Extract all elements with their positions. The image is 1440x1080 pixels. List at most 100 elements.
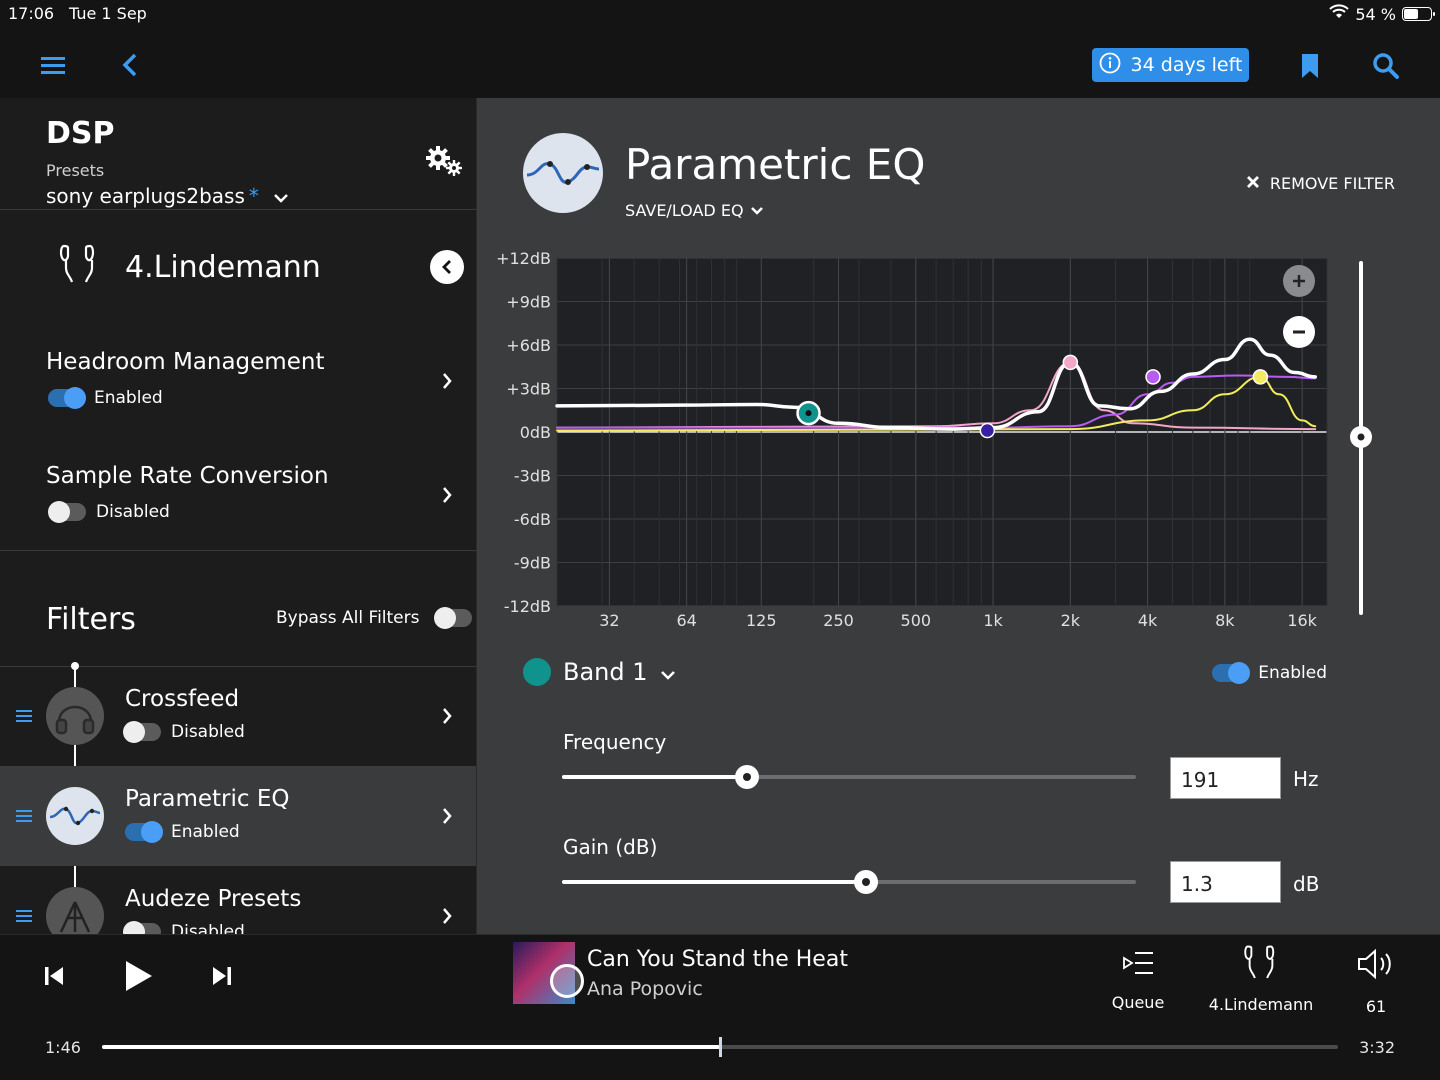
dsp-sidebar: DSP Presets sony earplugs2bass * 4.Lindem… xyxy=(0,98,477,934)
filter-state: Disabled xyxy=(171,722,245,742)
band-selector[interactable]: Band 1 xyxy=(523,658,676,686)
status-date: Tue 1 Sep xyxy=(69,4,147,23)
band-handle[interactable] xyxy=(1062,354,1079,371)
eq-curve xyxy=(556,375,1317,432)
gain-input[interactable]: 1.3 xyxy=(1170,861,1281,903)
elapsed-time: 1:46 xyxy=(45,1038,81,1057)
drag-handle-icon[interactable] xyxy=(16,908,32,927)
speaker-icon xyxy=(1356,947,1396,985)
artist-name[interactable]: Ana Popovic xyxy=(587,978,703,1000)
play-icon[interactable] xyxy=(118,955,158,997)
settings-gears-icon[interactable] xyxy=(424,144,464,178)
song-title[interactable]: Can You Stand the Heat xyxy=(587,947,848,972)
audeze-toggle[interactable] xyxy=(123,921,161,934)
chevron-down-icon xyxy=(750,201,764,220)
chevron-right-icon xyxy=(441,907,453,929)
eq-curve xyxy=(555,337,1318,431)
x-tick-label: 16k xyxy=(1287,611,1317,630)
src-toggle[interactable] xyxy=(48,501,86,523)
headroom-title: Headroom Management xyxy=(46,349,325,375)
band-handle[interactable] xyxy=(1145,369,1161,385)
crossfeed-toggle[interactable] xyxy=(123,721,161,743)
dsp-title: DSP xyxy=(46,116,115,151)
queue-label: Queue xyxy=(1111,993,1165,1012)
bypass-all-filters: Bypass All Filters xyxy=(276,607,472,629)
drag-handle-icon[interactable] xyxy=(16,808,32,827)
output-device-button[interactable]: 4.Lindemann xyxy=(1206,943,1316,1014)
playhead[interactable] xyxy=(719,1037,722,1057)
band-handle[interactable] xyxy=(1252,369,1269,385)
filter-row-crossfeed[interactable]: Crossfeed Disabled xyxy=(0,666,476,766)
frequency-slider[interactable] xyxy=(562,765,1136,789)
total-time: 3:32 xyxy=(1359,1038,1395,1057)
collapse-sidebar-button[interactable] xyxy=(430,250,464,284)
chevron-right-icon xyxy=(441,372,453,394)
album-art[interactable] xyxy=(513,942,584,1004)
y-tick-label: +3dB xyxy=(506,380,551,399)
band-handle[interactable] xyxy=(979,422,996,439)
gain-slider[interactable] xyxy=(562,870,1136,894)
info-icon xyxy=(1099,52,1121,79)
volume-level: 61 xyxy=(1365,997,1387,1016)
filters-title: Filters xyxy=(46,602,136,637)
chain-start-dot xyxy=(71,662,79,670)
gain-unit: dB xyxy=(1293,872,1320,896)
chevron-right-icon xyxy=(441,707,453,729)
save-load-eq-button[interactable]: SAVE/LOAD EQ xyxy=(625,201,764,220)
x-tick-label: 1k xyxy=(983,611,1003,630)
slider-thumb[interactable] xyxy=(853,870,878,894)
menu-icon[interactable] xyxy=(36,50,70,80)
filter-row-parametric-eq[interactable]: Parametric EQ Enabled xyxy=(0,766,476,866)
src-state: Disabled xyxy=(96,502,170,522)
y-tick-label: +9dB xyxy=(506,293,551,312)
bypass-toggle[interactable] xyxy=(433,607,472,629)
frequency-input[interactable]: 191 xyxy=(1170,757,1281,799)
queue-icon xyxy=(1121,949,1155,981)
trial-button[interactable]: 34 days left xyxy=(1092,48,1249,82)
queue-button[interactable]: Queue xyxy=(1108,949,1168,1012)
previous-track-icon[interactable] xyxy=(40,961,68,991)
band-color-dot xyxy=(523,658,551,686)
parametric-eq-icon xyxy=(523,133,603,213)
filter-state: Disabled xyxy=(171,922,245,934)
close-icon xyxy=(1246,174,1260,193)
remove-filter-button[interactable]: REMOVE FILTER xyxy=(1246,174,1395,193)
chevron-left-icon xyxy=(442,260,451,274)
preset-selector[interactable]: sony earplugs2bass * xyxy=(46,184,289,208)
eq-response-graph[interactable]: +12dB +9dB +6dB +3dB 0dB -3dB -6dB -9dB -12dB 32 6… xyxy=(477,248,1440,638)
search-icon[interactable] xyxy=(1370,50,1402,82)
y-tick-label: +12dB xyxy=(496,249,551,268)
eq-curve xyxy=(556,361,1317,431)
filter-title: Audeze Presets xyxy=(125,886,302,912)
divider xyxy=(0,666,476,667)
slider-thumb[interactable] xyxy=(735,765,760,789)
drag-handle-icon[interactable] xyxy=(16,708,32,727)
band-state: Enabled xyxy=(1258,663,1327,683)
filter-state: Enabled xyxy=(171,822,240,842)
parametric-eq-icon xyxy=(46,787,104,845)
chevron-down-icon xyxy=(273,184,289,208)
divider xyxy=(0,550,476,551)
filter-row-audeze-presets[interactable]: Audeze Presets Disabled xyxy=(0,866,476,934)
playback-progress[interactable] xyxy=(102,1037,1338,1057)
album-overlay-icon xyxy=(550,964,584,998)
frequency-unit: Hz xyxy=(1293,767,1319,791)
parametric-eq-toggle[interactable] xyxy=(125,821,163,843)
x-tick-label: 8k xyxy=(1215,611,1235,630)
band-toggle[interactable] xyxy=(1212,662,1251,684)
presets-label: Presets xyxy=(46,161,105,180)
x-tick-label: 4k xyxy=(1138,611,1158,630)
status-time: 17:06 xyxy=(8,4,55,23)
band-handle-center xyxy=(805,410,812,417)
back-icon[interactable] xyxy=(116,50,144,80)
next-track-icon[interactable] xyxy=(208,961,236,991)
panel-title: Parametric EQ xyxy=(625,140,926,189)
preset-name: sony earplugs2bass xyxy=(46,184,245,208)
filter-title: Crossfeed xyxy=(125,686,240,712)
src-title: Sample Rate Conversion xyxy=(46,463,329,489)
headroom-toggle[interactable] xyxy=(48,387,86,409)
volume-button[interactable]: 61 xyxy=(1352,947,1400,1016)
x-tick-label: 32 xyxy=(599,611,619,630)
bookmark-icon[interactable] xyxy=(1296,50,1324,82)
y-tick-label: -3dB xyxy=(514,467,551,486)
